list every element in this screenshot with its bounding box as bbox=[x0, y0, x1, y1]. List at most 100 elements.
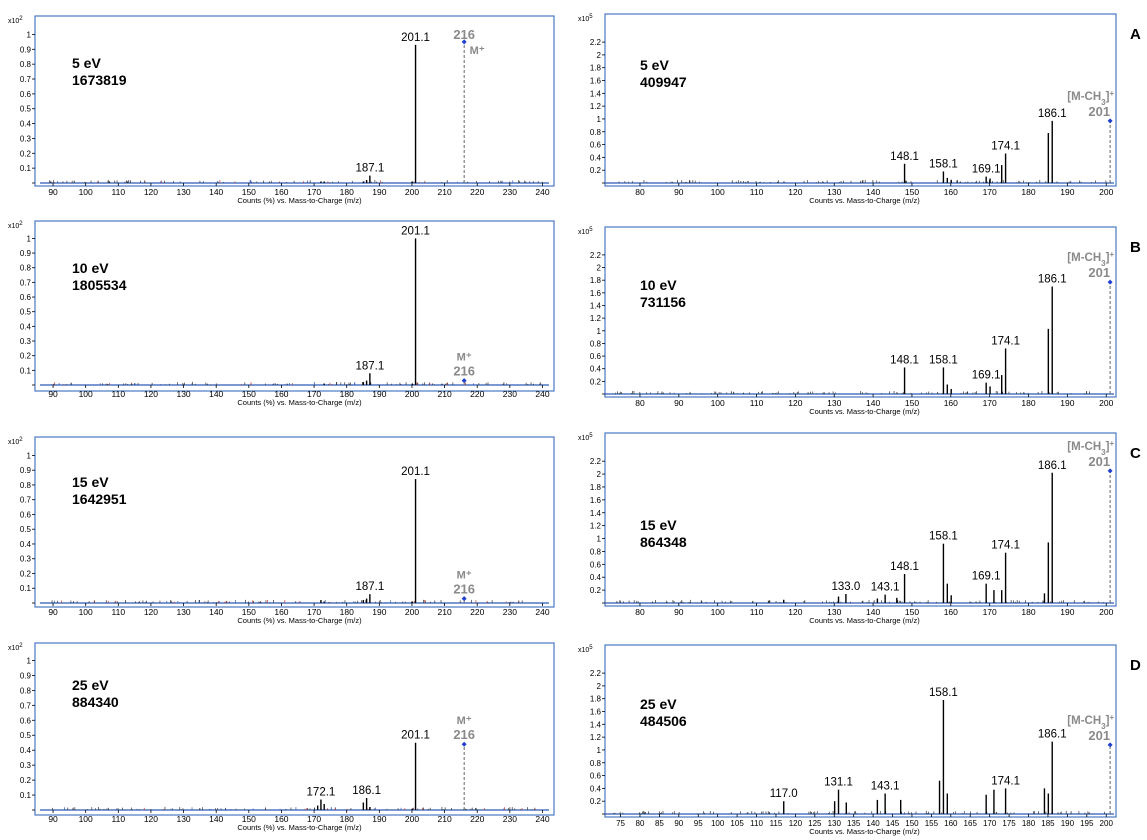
count-label: 731156 bbox=[640, 294, 686, 310]
x-tick-label: 200 bbox=[1099, 607, 1113, 617]
y-tick-label: 0.4 bbox=[590, 573, 602, 582]
peak-label: 158.1 bbox=[929, 687, 958, 699]
y-tick-label: 0.2 bbox=[590, 797, 602, 806]
x-axis-label: Counts vs. Mass-to-Charge (m/z) bbox=[809, 616, 920, 625]
y-tick-label: 0.5 bbox=[20, 525, 32, 534]
x-tick-label: 110 bbox=[112, 607, 126, 617]
baseline-noise bbox=[618, 179, 1107, 183]
y-multiplier: x102 bbox=[8, 221, 23, 230]
x-tick-label: 125 bbox=[808, 819, 822, 828]
x-tick-label: 190 bbox=[1060, 398, 1074, 408]
energy-label: 5 eV bbox=[72, 55, 101, 71]
x-axis-label: Counts vs. Mass-to-Charge (m/z) bbox=[809, 407, 920, 416]
peak-label: 187.1 bbox=[355, 163, 384, 175]
peak-label: 201.1 bbox=[401, 32, 430, 44]
x-tick-label: 135 bbox=[847, 819, 861, 828]
x-tick-label: 190 bbox=[372, 814, 386, 824]
plot-frame bbox=[604, 13, 1117, 187]
x-tick-label: 120 bbox=[789, 819, 803, 828]
x-tick-label: 160 bbox=[944, 187, 958, 197]
y-tick-label: 0.4 bbox=[20, 746, 32, 755]
y-tick-label: 0.4 bbox=[590, 784, 602, 793]
y-tick-label: 0.8 bbox=[20, 60, 32, 69]
energy-label: 10 eV bbox=[640, 277, 677, 293]
x-tick-label: 230 bbox=[503, 607, 517, 617]
x-tick-label: 200 bbox=[405, 389, 419, 399]
x-tick-label: 175 bbox=[1002, 819, 1016, 828]
x-tick-label: 120 bbox=[144, 187, 158, 197]
panel-letter: D bbox=[1130, 657, 1141, 674]
y-tick-label: 0.8 bbox=[590, 547, 602, 556]
count-label: 409947 bbox=[640, 74, 687, 90]
y-tick-label: 2 bbox=[597, 264, 602, 273]
y-tick-label: 0.2 bbox=[590, 586, 602, 595]
x-tick-label: 200 bbox=[405, 814, 419, 824]
x-tick-label: 80 bbox=[635, 607, 645, 617]
count-label: 484506 bbox=[640, 713, 687, 729]
panel-letter: B bbox=[1130, 239, 1141, 256]
x-tick-label: 105 bbox=[730, 819, 744, 828]
y-tick-label: 1.8 bbox=[590, 64, 602, 73]
marker-label-side: 216 bbox=[453, 727, 475, 742]
marker-label-side: 201 bbox=[1088, 454, 1110, 469]
y-tick-label: 0.6 bbox=[20, 510, 32, 519]
peak-label: 201.1 bbox=[401, 730, 430, 742]
y-tick-label: 1.8 bbox=[590, 483, 602, 492]
peak-label: 133.0 bbox=[832, 581, 861, 593]
peak-label: 172.1 bbox=[307, 787, 336, 799]
y-tick-label: 1 bbox=[27, 30, 32, 39]
x-tick-label: 130 bbox=[176, 607, 190, 617]
y-tick-label: 1 bbox=[27, 656, 32, 665]
x-tick-label: 130 bbox=[176, 187, 190, 197]
x-tick-label: 110 bbox=[750, 398, 764, 408]
x-tick-label: 110 bbox=[750, 187, 764, 197]
marker-diamond bbox=[1107, 118, 1113, 124]
plot-frame bbox=[34, 220, 555, 392]
energy-label: 15 eV bbox=[640, 517, 677, 533]
peak-label: 158.1 bbox=[929, 158, 958, 170]
x-tick-label: 170 bbox=[983, 607, 997, 617]
x-tick-label: 85 bbox=[655, 819, 664, 828]
x-tick-label: 220 bbox=[470, 187, 484, 197]
peak-label: 186.1 bbox=[1038, 729, 1067, 741]
y-tick-label: 1.4 bbox=[590, 720, 602, 729]
y-tick-label: 2 bbox=[597, 682, 602, 691]
x-tick-label: 240 bbox=[535, 814, 549, 824]
x-tick-label: 150 bbox=[905, 607, 919, 617]
marker-diamond bbox=[461, 378, 467, 384]
peak-label: 174.1 bbox=[991, 335, 1020, 347]
plot-frame bbox=[604, 226, 1117, 398]
x-tick-label: 100 bbox=[711, 607, 725, 617]
x-tick-label: 100 bbox=[79, 389, 93, 399]
x-tick-label: 110 bbox=[112, 187, 126, 197]
y-tick-label: 0.4 bbox=[590, 365, 602, 374]
x-tick-label: 210 bbox=[437, 814, 451, 824]
energy-label: 15 eV bbox=[72, 474, 109, 490]
y-tick-label: 0.5 bbox=[20, 105, 32, 114]
y-tick-label: 0.6 bbox=[590, 141, 602, 150]
peak-label: 169.1 bbox=[972, 571, 1001, 583]
peak-label: 174.1 bbox=[991, 775, 1020, 787]
x-tick-label: 140 bbox=[866, 819, 880, 828]
x-axis-label: Counts (%) vs. Mass-to-Charge (m/z) bbox=[237, 196, 362, 205]
marker-label-side: 216 bbox=[453, 364, 475, 379]
x-tick-label: 140 bbox=[209, 389, 223, 399]
marker-diamond bbox=[461, 741, 467, 747]
x-tick-label: 180 bbox=[1022, 819, 1036, 828]
x-tick-label: 220 bbox=[470, 814, 484, 824]
x-tick-label: 190 bbox=[372, 607, 386, 617]
x-tick-label: 165 bbox=[964, 819, 978, 828]
y-tick-label: 0.6 bbox=[590, 560, 602, 569]
x-tick-label: 160 bbox=[944, 607, 958, 617]
y-tick-label: 0.7 bbox=[20, 75, 32, 84]
x-tick-label: 75 bbox=[616, 819, 625, 828]
y-tick-label: 0.9 bbox=[20, 249, 32, 258]
x-tick-label: 80 bbox=[635, 187, 645, 197]
marker-diamond bbox=[461, 596, 467, 602]
peak-label: 148.1 bbox=[890, 561, 919, 573]
x-tick-label: 185 bbox=[1041, 819, 1055, 828]
x-tick-label: 180 bbox=[340, 187, 354, 197]
x-tick-label: 180 bbox=[340, 389, 354, 399]
